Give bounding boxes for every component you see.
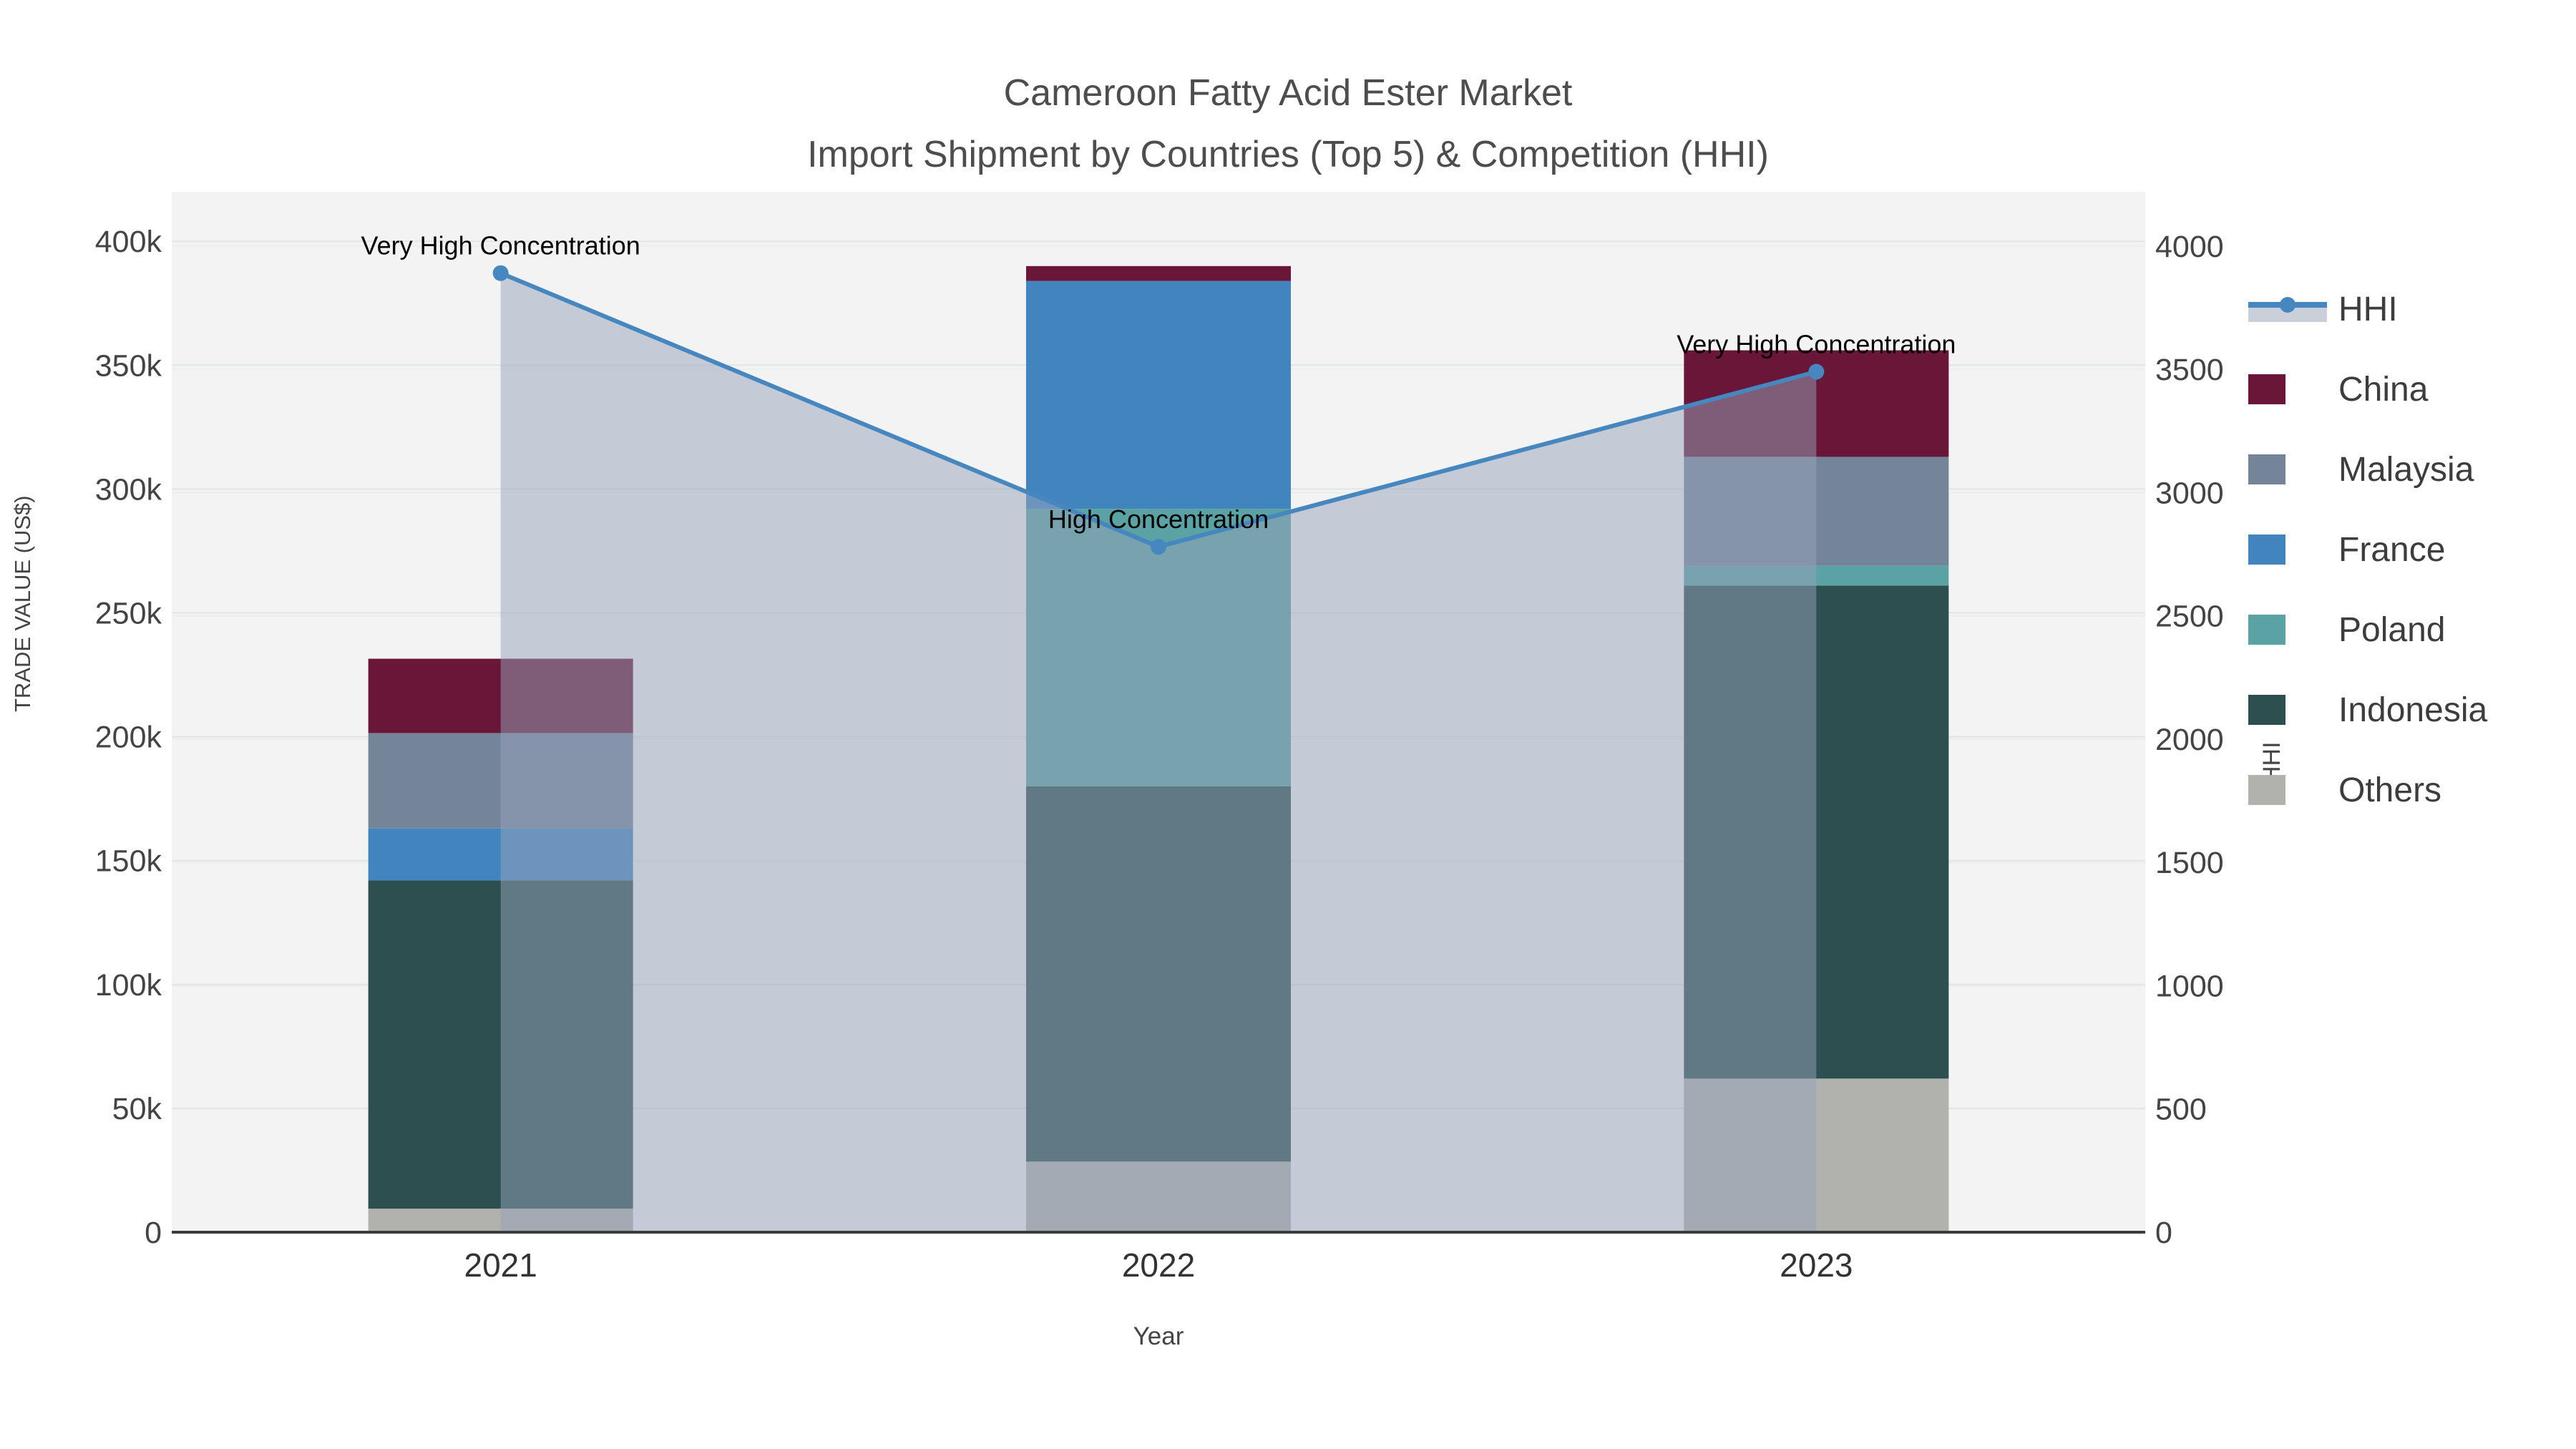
y-axis-left-title: TRADE VALUE (US$) bbox=[10, 495, 35, 712]
bar-segment-2022-china[interactable] bbox=[1026, 265, 1291, 281]
y-left-tick-0: 0 bbox=[145, 1216, 162, 1250]
y-left-tick-350k: 350k bbox=[95, 348, 162, 383]
x-tick-2023[interactable]: 2023 bbox=[1780, 1246, 1853, 1284]
legend-item-indonesia[interactable]: Indonesia bbox=[2248, 670, 2487, 750]
hhi-marker-2023[interactable] bbox=[1808, 364, 1825, 380]
chart-subtitle: Import Shipment by Countries (Top 5) & C… bbox=[807, 134, 1769, 175]
y-right-tick-500: 500 bbox=[2155, 1093, 2207, 1127]
y-left-tick-250k: 250k bbox=[95, 597, 162, 631]
y-right-tick-1000: 1000 bbox=[2155, 969, 2224, 1003]
y-right-tick-4000: 4000 bbox=[2155, 230, 2224, 264]
legend-label-france: France bbox=[2338, 530, 2446, 569]
x-axis-title: Year bbox=[1133, 1322, 1184, 1350]
poland-swatch-icon bbox=[2248, 615, 2285, 645]
y-left-tick-150k: 150k bbox=[95, 844, 162, 879]
others-swatch-icon bbox=[2248, 775, 2285, 805]
legend-item-malaysia[interactable]: Malaysia bbox=[2248, 429, 2487, 509]
x-tick-2022[interactable]: 2022 bbox=[1122, 1246, 1195, 1284]
y-right-tick-3500: 3500 bbox=[2155, 353, 2224, 387]
y-right-tick-0: 0 bbox=[2155, 1216, 2172, 1250]
france-swatch-icon bbox=[2248, 535, 2285, 565]
x-axis-spine bbox=[172, 1231, 2145, 1234]
y-left-tick-300k: 300k bbox=[95, 472, 162, 507]
legend-label-poland: Poland bbox=[2338, 610, 2446, 649]
malaysia-swatch-icon bbox=[2248, 454, 2285, 484]
hhi-marker-2021[interactable] bbox=[492, 265, 509, 281]
hhi-line-sample-icon bbox=[2248, 293, 2327, 325]
legend-item-poland[interactable]: Poland bbox=[2248, 590, 2487, 670]
y-right-tick-1500: 1500 bbox=[2155, 846, 2224, 880]
y-left-tick-50k: 50k bbox=[112, 1092, 162, 1126]
annotation-2021: Very High Concentration bbox=[361, 231, 640, 260]
chart-title: Cameroon Fatty Acid Ester Market bbox=[1003, 72, 1573, 114]
x-tick-2021[interactable]: 2021 bbox=[464, 1246, 537, 1284]
legend-label-others: Others bbox=[2338, 771, 2442, 809]
y-right-tick-3000: 3000 bbox=[2155, 476, 2224, 510]
annotation-2022: High Concentration bbox=[1048, 504, 1269, 534]
hhi-area-fill bbox=[500, 273, 1817, 1232]
legend-item-others[interactable]: Others bbox=[2248, 750, 2487, 830]
legend-item-france[interactable]: France bbox=[2248, 509, 2487, 590]
y-left-tick-100k: 100k bbox=[95, 968, 162, 1002]
y-left-tick-200k: 200k bbox=[95, 721, 162, 755]
hhi-marker-2022[interactable] bbox=[1151, 539, 1166, 555]
legend-label-china: China bbox=[2338, 370, 2429, 409]
legend-label-malaysia: Malaysia bbox=[2338, 450, 2474, 489]
legend-item-china[interactable]: China bbox=[2248, 349, 2487, 429]
indonesia-swatch-icon bbox=[2248, 695, 2285, 725]
legend: HHI China Malaysia France Poland Indonesia Oth… bbox=[2248, 269, 2487, 830]
annotation-2023: Very High Concentration bbox=[1677, 330, 1956, 359]
legend-label-indonesia: Indonesia bbox=[2338, 691, 2488, 729]
china-swatch-icon bbox=[2248, 374, 2285, 404]
bar-segment-2022-france[interactable] bbox=[1026, 280, 1291, 509]
y-left-tick-400k: 400k bbox=[95, 225, 162, 259]
legend-label-hhi: HHI bbox=[2338, 290, 2398, 328]
legend-item-hhi[interactable]: HHI bbox=[2248, 269, 2487, 349]
y-right-tick-2500: 2500 bbox=[2155, 600, 2224, 634]
y-right-tick-2000: 2000 bbox=[2155, 723, 2224, 757]
